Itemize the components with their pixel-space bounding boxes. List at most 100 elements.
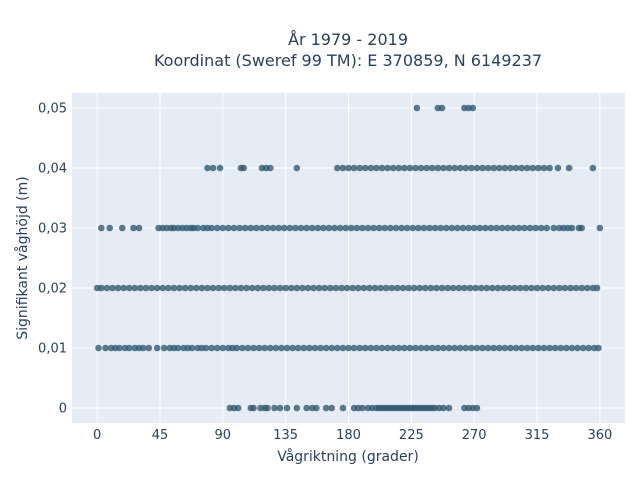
data-point: [350, 164, 358, 172]
data-point: [448, 224, 456, 232]
data-point: [451, 164, 458, 172]
data-point: [434, 164, 442, 172]
data-point: [102, 344, 109, 352]
data-point: [501, 164, 509, 172]
data-point: [529, 344, 537, 352]
data-point: [375, 224, 383, 232]
data-point: [261, 344, 269, 352]
data-point: [417, 164, 425, 172]
data-point: [131, 284, 139, 292]
data-point: [428, 164, 436, 172]
data-point: [354, 284, 362, 292]
data-point: [266, 344, 274, 352]
y-tick-label: 0,02: [38, 282, 67, 297]
data-point: [479, 344, 486, 352]
data-point: [578, 284, 586, 292]
data-point: [473, 344, 481, 352]
data-point: [260, 284, 267, 292]
data-point: [522, 284, 530, 292]
x-axis-title: Vågriktning (grader): [277, 448, 419, 465]
data-point: [518, 344, 525, 352]
data-point: [550, 284, 558, 292]
data-point: [507, 344, 514, 352]
data-point: [378, 164, 386, 172]
data-point: [415, 224, 422, 232]
data-point: [233, 344, 241, 352]
data-point: [343, 284, 351, 292]
data-point: [540, 344, 548, 352]
data-point: [490, 344, 498, 352]
x-tick-label: 135: [273, 428, 298, 443]
data-point: [468, 344, 475, 352]
data-point: [568, 224, 576, 232]
data-point: [165, 284, 172, 292]
data-point: [468, 164, 475, 172]
data-point: [518, 164, 525, 172]
data-point: [328, 344, 336, 352]
y-tick-label: 0,05: [38, 102, 67, 117]
data-point: [489, 284, 496, 292]
data-point: [250, 344, 257, 352]
data-point: [595, 344, 602, 352]
data-point: [596, 224, 604, 232]
data-point: [339, 164, 347, 172]
data-point: [389, 344, 397, 352]
data-point: [550, 224, 558, 232]
data-point: [202, 344, 210, 352]
data-point: [332, 284, 340, 292]
data-point: [455, 284, 463, 292]
data-point: [314, 224, 322, 232]
data-point: [265, 284, 273, 292]
data-point: [568, 344, 576, 352]
data-point: [187, 284, 194, 292]
data-point: [293, 404, 301, 412]
data-point: [423, 344, 431, 352]
data-point: [523, 164, 531, 172]
data-point: [557, 344, 565, 352]
x-tick-label: 315: [525, 428, 550, 443]
data-point: [490, 164, 498, 172]
data-point: [174, 344, 182, 352]
data-point: [551, 344, 559, 352]
data-point: [445, 344, 453, 352]
data-point: [574, 344, 581, 352]
data-point: [427, 284, 435, 292]
data-point: [454, 224, 461, 232]
data-point: [444, 284, 451, 292]
data-point: [313, 404, 320, 412]
data-point: [226, 284, 234, 292]
data-point: [410, 284, 418, 292]
data-point: [546, 164, 553, 172]
data-point: [589, 164, 597, 172]
data-point: [428, 344, 436, 352]
data-point: [477, 284, 485, 292]
data-point: [406, 344, 414, 352]
data-point: [327, 284, 334, 292]
data-point: [188, 344, 196, 352]
data-point: [440, 344, 447, 352]
data-point: [479, 164, 486, 172]
data-point: [310, 284, 317, 292]
data-point: [434, 344, 442, 352]
data-point: [130, 224, 137, 232]
data-point: [381, 224, 389, 232]
data-point: [487, 224, 495, 232]
data-point: [225, 224, 232, 232]
data-point: [304, 284, 312, 292]
data-point: [232, 284, 239, 292]
data-point: [289, 344, 296, 352]
data-point: [237, 284, 245, 292]
data-point: [292, 224, 299, 232]
data-point: [509, 224, 517, 232]
data-point: [413, 104, 421, 112]
data-point: [392, 224, 400, 232]
data-point: [512, 344, 520, 352]
data-point: [116, 344, 123, 352]
data-point: [255, 344, 263, 352]
data-point: [271, 284, 278, 292]
data-point: [114, 284, 122, 292]
x-tick-label: 45: [152, 428, 169, 443]
data-point: [283, 344, 291, 352]
data-point: [98, 224, 105, 232]
data-point: [546, 344, 553, 352]
